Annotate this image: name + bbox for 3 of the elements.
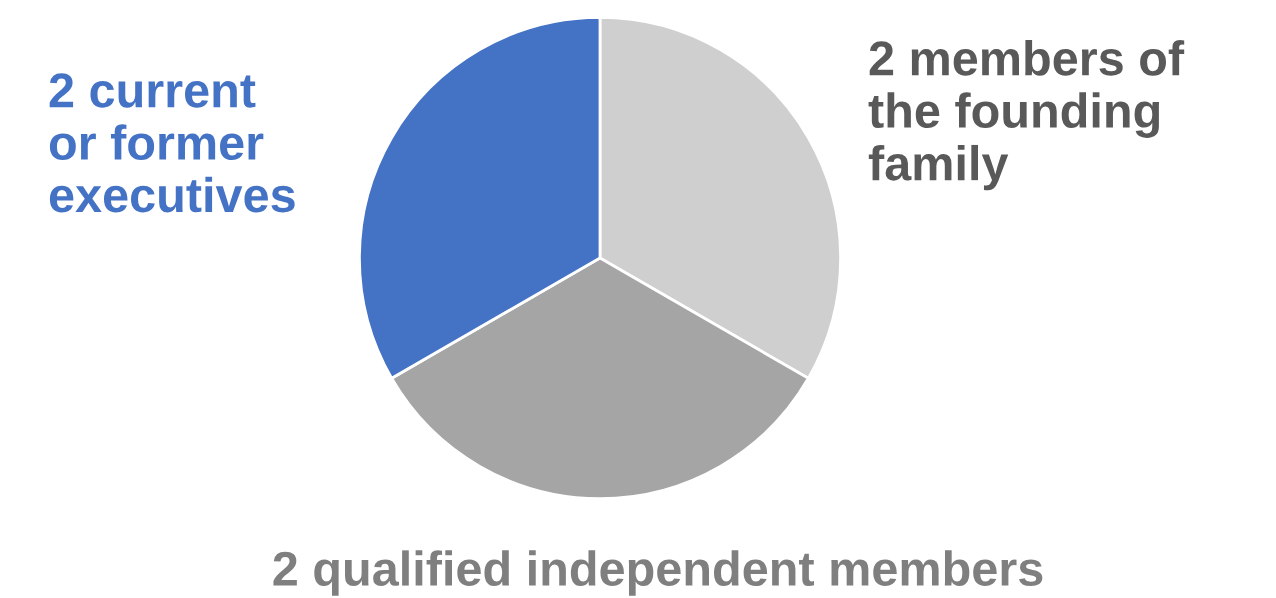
- slice-label: 2 qualified independent members: [273, 550, 1043, 596]
- slice-label: 2 current or former executives: [49, 73, 295, 213]
- slice-label: 2 members of the founding family: [868, 40, 1185, 191]
